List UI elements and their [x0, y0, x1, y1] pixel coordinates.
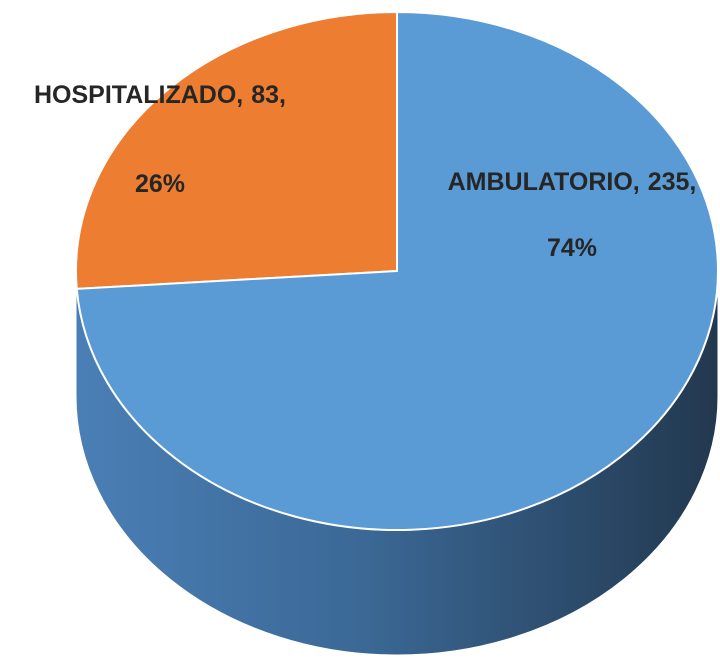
value-label: 235,	[648, 168, 697, 196]
pie-slice	[75, 10, 719, 531]
value-label: 83,	[251, 81, 286, 109]
percent-label: 74%	[547, 234, 597, 262]
category-label: HOSPITALIZADO,	[34, 81, 243, 109]
category-label: AMBULATORIO,	[448, 168, 640, 196]
pie	[75, 10, 719, 656]
data-label: HOSPITALIZADO, 83,	[34, 81, 286, 109]
percent-label: 26%	[135, 170, 185, 198]
labels: HOSPITALIZADO, 83, 26% AMBULATORIO, 235, 74%	[34, 81, 696, 262]
data-label: AMBULATORIO, 235,	[448, 168, 697, 196]
pie-slice	[75, 10, 398, 290]
